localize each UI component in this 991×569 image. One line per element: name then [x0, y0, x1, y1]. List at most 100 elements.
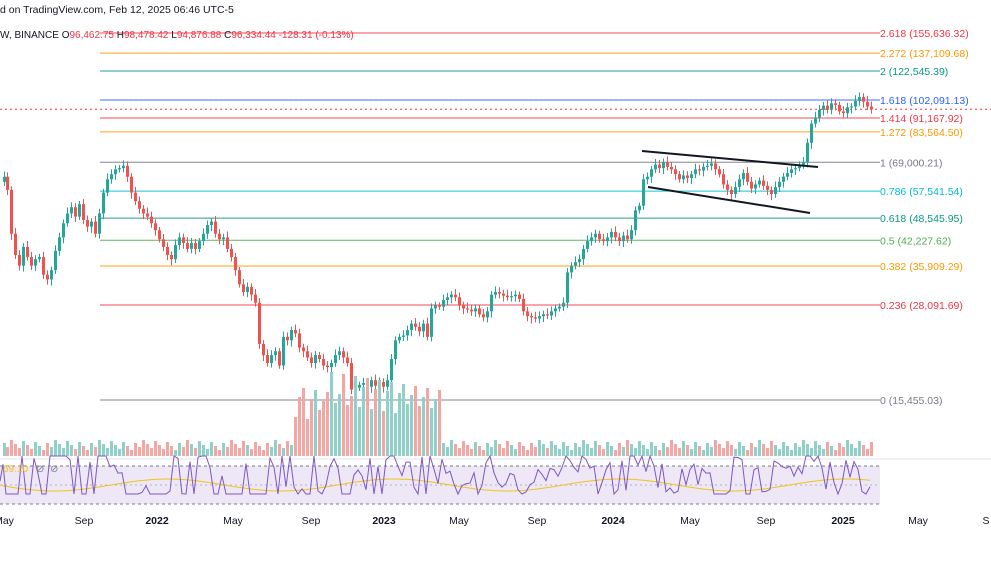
candle-body [214, 221, 217, 234]
volume-bar [334, 403, 337, 456]
x-tick-label: May [680, 515, 701, 527]
candle-body [678, 174, 681, 180]
volume-bar [834, 450, 837, 456]
volume-bar [254, 442, 257, 456]
candle-body [282, 336, 285, 366]
volume-bar [366, 378, 369, 456]
volume-bar [318, 410, 321, 456]
volume-bar [266, 443, 269, 456]
candle-body [790, 169, 793, 173]
volume-bar [378, 380, 381, 456]
candle-body [778, 181, 781, 188]
x-tick-label: 2024 [601, 515, 625, 527]
volume-bar [810, 448, 813, 456]
candle-body [474, 308, 477, 312]
fib-label-2: 2 (122,545.39) [880, 66, 948, 78]
candle-body [290, 330, 293, 341]
volume-bar [162, 449, 165, 456]
volume-bar [574, 443, 577, 456]
candle-body [610, 231, 613, 238]
volume-bar [174, 450, 177, 456]
candle-body [862, 97, 865, 102]
volume-bar [486, 443, 489, 456]
candle-body [590, 237, 593, 242]
candle-body [322, 359, 325, 366]
volume-bar [226, 447, 229, 456]
volume-bar [426, 388, 429, 456]
volume-bar [842, 447, 845, 456]
volume-bar [698, 446, 701, 456]
volume-bar [694, 442, 697, 456]
candle-body [434, 305, 437, 309]
candle-body [458, 297, 461, 306]
candle-body [90, 221, 93, 227]
candle-body [442, 299, 445, 307]
candle-body [182, 237, 185, 244]
candle-body [830, 103, 833, 110]
candle-body [98, 213, 101, 234]
fib-label-6: 1 (69,000.21) [880, 157, 942, 169]
volume-bar [354, 376, 357, 456]
candle-body [174, 244, 177, 260]
volume-bar [262, 450, 265, 456]
candle-body [382, 382, 385, 387]
volume-bar [390, 382, 393, 456]
candle-body [54, 250, 57, 271]
volume-bar [534, 447, 537, 456]
fib-label-9: 0.5 (42,227.62) [880, 235, 951, 247]
volume-bar [754, 447, 757, 456]
candle-body [470, 309, 473, 312]
x-tick-label: Sep [757, 515, 776, 527]
volume-bar [210, 442, 213, 456]
candle-body [686, 175, 689, 178]
candle-body [70, 207, 73, 214]
volume-bar [614, 450, 617, 456]
volume-bar [78, 442, 81, 456]
candle-body [486, 311, 489, 318]
volume-bar [50, 447, 53, 456]
volume-bar [630, 444, 633, 456]
candle-body [230, 248, 233, 258]
candle-body [46, 274, 49, 280]
candle-body [138, 201, 141, 209]
candle-body [10, 189, 13, 234]
flag-upper-line [641, 150, 819, 168]
volume-bar [394, 413, 397, 456]
volume-bar [306, 419, 309, 456]
candle-body [822, 105, 825, 110]
candle-body [802, 162, 805, 165]
candle-body [218, 233, 221, 240]
candle-body [198, 241, 201, 249]
volume-bar [702, 450, 705, 456]
candle-body [118, 168, 121, 170]
volume-bar [330, 372, 333, 456]
fib-label-8: 0.618 (48,545.95) [880, 213, 963, 225]
candle-body [402, 335, 405, 337]
volume-bar [278, 444, 281, 456]
candle-body [438, 305, 441, 307]
x-tick-label: 2023 [372, 515, 396, 527]
candle-body [674, 169, 677, 175]
volume-bar [274, 440, 277, 456]
volume-bar [3, 443, 6, 456]
volume-bar [726, 441, 729, 456]
volume-bar [674, 444, 677, 456]
candle-body [774, 187, 777, 195]
candle-body [722, 174, 725, 185]
volume-bar [206, 449, 209, 456]
volume-bar [550, 441, 553, 456]
volume-bar [338, 394, 341, 456]
volume-bar [106, 448, 109, 456]
candle-body [858, 97, 861, 101]
candle-body [86, 219, 89, 227]
candle-body [206, 224, 209, 234]
volume-bar [706, 443, 709, 456]
volume-bar [82, 446, 85, 456]
candle-body [742, 172, 745, 180]
candle-body [238, 270, 241, 285]
volume-bar [438, 390, 441, 456]
fib-label-5: 1.272 (83,564.50) [880, 127, 963, 139]
volume-bar [66, 441, 69, 456]
candle-body [338, 351, 341, 356]
volume-bar [158, 445, 161, 456]
